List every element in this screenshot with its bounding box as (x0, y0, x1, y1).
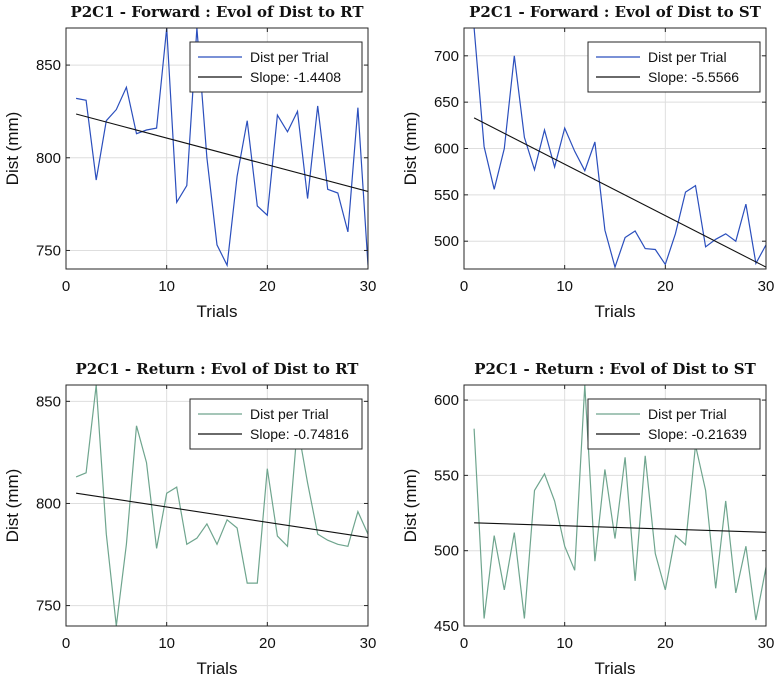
legend-entry: Dist per Trial (648, 406, 727, 422)
x-tick-label: 20 (657, 635, 674, 652)
y-tick-label: 650 (434, 94, 459, 111)
legend-box (587, 41, 761, 93)
slope-line (76, 492, 368, 539)
y-tick-label: 500 (434, 543, 459, 560)
legend: Dist per Trial Slope: -0.74816 (189, 398, 363, 450)
legend-entry: Dist per Trial (648, 49, 727, 65)
x-axis-label: Trials (595, 659, 636, 678)
x-tick-label: 30 (758, 635, 775, 652)
x-tick-label: 30 (360, 635, 377, 652)
legend-entry: Slope: -1.4408 (250, 69, 341, 85)
x-axis-label: Trials (197, 302, 238, 321)
x-tick-label: 10 (556, 635, 573, 652)
series-line-dist-per-trial (473, 28, 766, 269)
series-line-dist-per-trial (75, 28, 368, 268)
slope-line (473, 117, 766, 268)
x-tick-label: 30 (360, 278, 377, 295)
chart-title: P2C1 - Forward : Evol of Dist to ST (469, 3, 762, 21)
chart-title: P2C1 - Return : Evol of Dist to RT (76, 360, 360, 378)
chart-ret-rt: 0 10 20 30 750 800 850 P2C1 - Return : Evol of … (3, 360, 376, 678)
y-tick-label: 750 (36, 598, 61, 615)
y-axis-label: Dist (mm) (3, 469, 22, 543)
y-axis-label: Dist (mm) (401, 112, 420, 186)
legend: Dist per Trial Slope: -0.21639 (587, 398, 761, 450)
legend-box (189, 41, 363, 93)
x-axis-label: Trials (595, 302, 636, 321)
legend-box (189, 398, 363, 450)
x-tick-label: 10 (556, 278, 573, 295)
y-tick-label: 450 (434, 618, 459, 635)
x-tick-label: 0 (460, 635, 468, 652)
legend-box (587, 398, 761, 450)
x-tick-label: 10 (158, 635, 175, 652)
y-tick-label: 500 (434, 233, 459, 250)
legend-entry: Slope: -5.5566 (648, 69, 739, 85)
slope-line (75, 113, 368, 193)
x-tick-label: 0 (62, 635, 70, 652)
axes-frame (463, 384, 767, 627)
legend-entry: Slope: -0.21639 (648, 426, 747, 442)
x-axis-label: Trials (197, 659, 238, 678)
y-tick-label: 550 (434, 467, 459, 484)
x-tick-label: 10 (158, 278, 175, 295)
axes-frame (65, 27, 369, 270)
x-tick-label: 20 (657, 278, 674, 295)
x-tick-label: 0 (460, 278, 468, 295)
chart-title: P2C1 - Return : Evol of Dist to ST (474, 360, 756, 378)
x-tick-label: 0 (62, 278, 70, 295)
legend: Dist per Trial Slope: -1.4408 (189, 41, 363, 93)
y-tick-label: 550 (434, 187, 459, 204)
x-tick-label: 20 (259, 635, 276, 652)
legend-entry: Slope: -0.74816 (250, 426, 349, 442)
y-tick-label: 600 (434, 392, 459, 409)
chart-fwd-rt: 0 10 20 30 750 800 850 P2C1 - Forward : Evol of… (3, 3, 376, 321)
y-tick-label: 700 (434, 48, 459, 65)
y-tick-label: 800 (36, 150, 61, 167)
legend: Dist per Trial Slope: -5.5566 (587, 41, 761, 93)
y-tick-label: 850 (36, 57, 61, 74)
x-tick-label: 30 (758, 278, 775, 295)
chart-fwd-st: 0 10 20 30 500 550 600 650 700 P2C1 - Forward : E… (401, 3, 774, 321)
slope-line (474, 522, 766, 533)
y-axis-label: Dist (mm) (401, 469, 420, 543)
axes-frame (65, 384, 369, 627)
legend-entry: Dist per Trial (250, 49, 329, 65)
y-tick-label: 600 (434, 141, 459, 158)
chart-title: P2C1 - Forward : Evol of Dist to RT (70, 3, 364, 21)
y-tick-label: 750 (36, 242, 61, 259)
y-tick-label: 850 (36, 393, 61, 410)
legend-entry: Dist per Trial (250, 406, 329, 422)
x-tick-label: 20 (259, 278, 276, 295)
y-tick-label: 800 (36, 495, 61, 512)
y-axis-label: Dist (mm) (3, 112, 22, 186)
chart-ret-st: 0 10 20 30 450 500 550 600 P2C1 - Return : Evol … (401, 360, 774, 678)
series-line-dist-per-trial (75, 385, 368, 626)
series-line-dist-per-trial (473, 385, 766, 621)
